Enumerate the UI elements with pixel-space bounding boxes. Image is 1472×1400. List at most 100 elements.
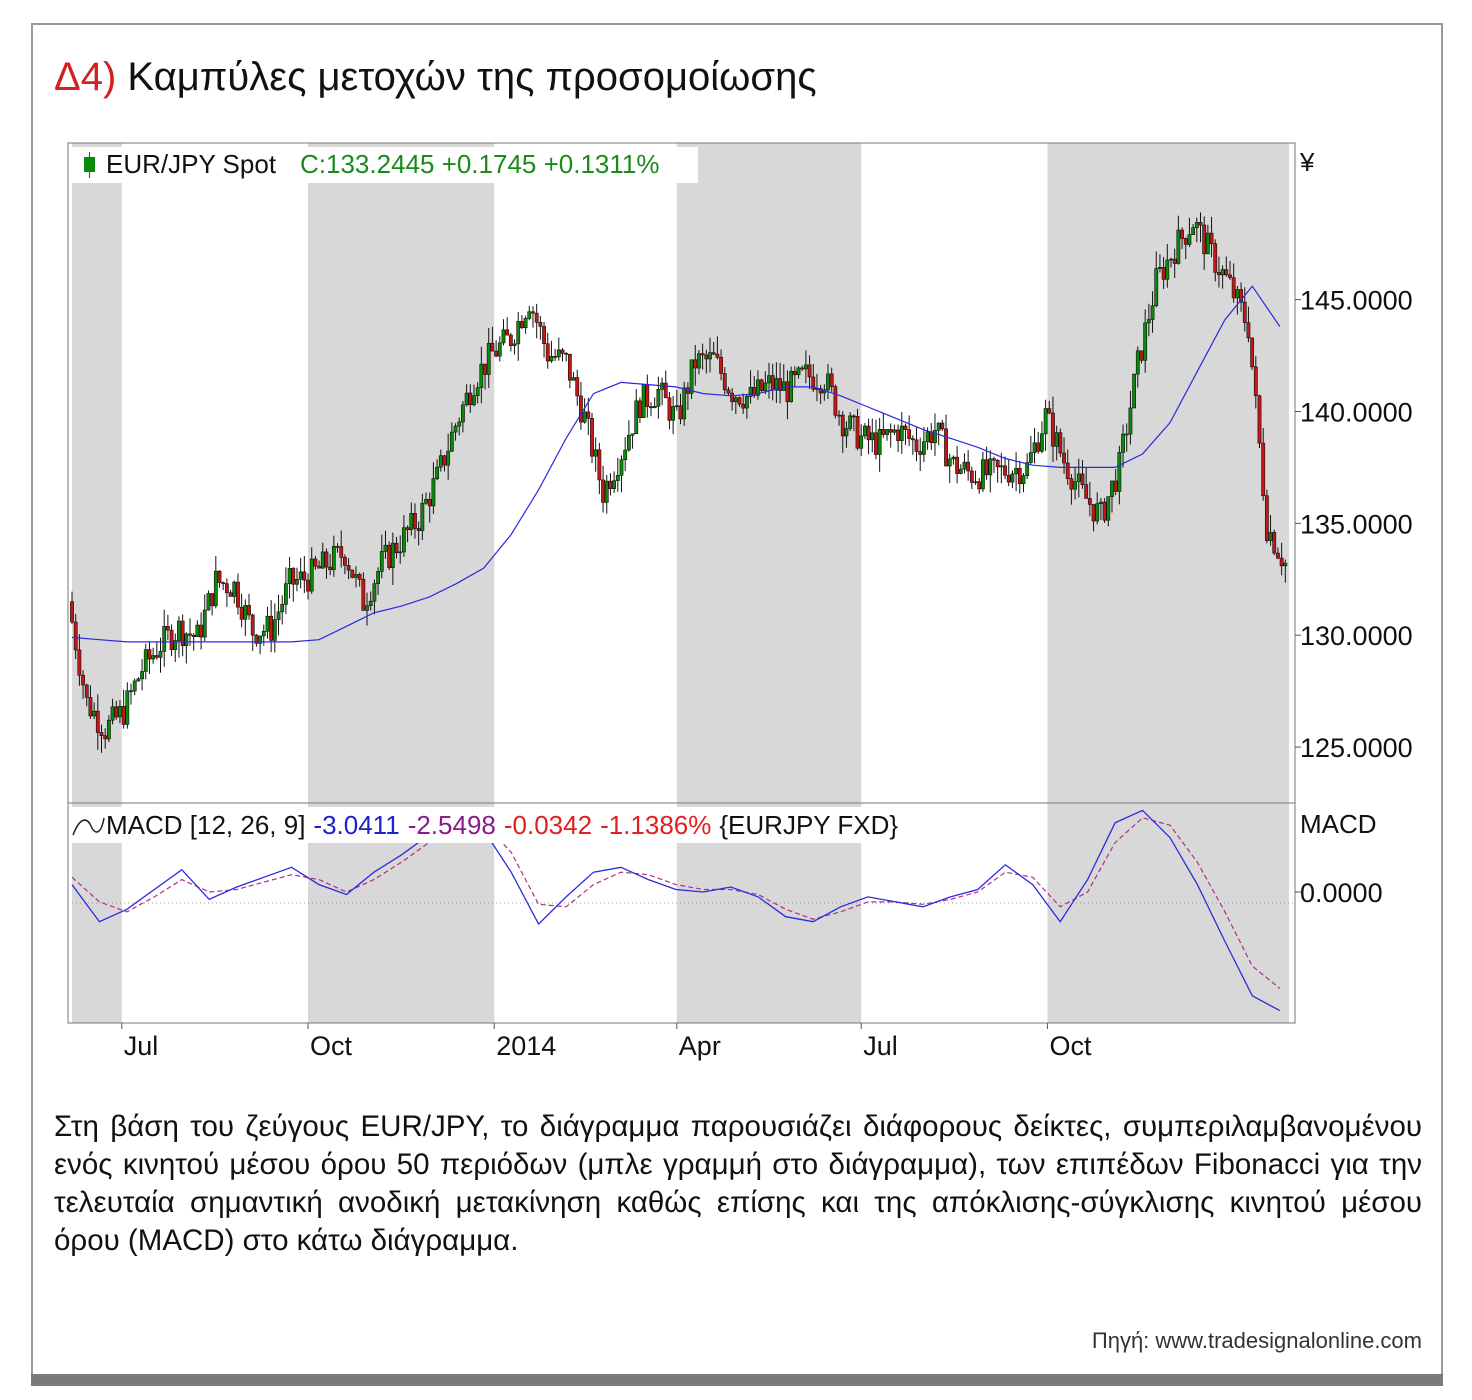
candle-body-185 — [752, 387, 757, 396]
candle-body-305 — [1194, 222, 1199, 229]
candle-body-107 — [464, 392, 469, 406]
candle-body-201 — [811, 376, 816, 390]
candle-body-310 — [1213, 243, 1218, 273]
candle-body-25 — [162, 626, 167, 652]
candle-body-238 — [947, 458, 952, 467]
candle-body-237 — [944, 428, 948, 467]
figure-caption: Στη βάση του ζεύγους EUR/JPY, το διάγραμ… — [54, 1110, 1422, 1257]
source-credit: Πηγή: www.tradesignalonline.com — [1091, 1328, 1422, 1353]
candle-body-111 — [479, 363, 484, 388]
candle-body-213 — [855, 416, 860, 449]
candle-body-219 — [877, 429, 882, 455]
candle-body-254 — [1006, 474, 1011, 483]
candle-body-242 — [962, 461, 967, 470]
candle-body-121 — [516, 321, 521, 345]
candle-body-33 — [191, 634, 196, 637]
candle-body-74 — [343, 556, 347, 566]
candle-body-231 — [921, 441, 926, 455]
candle-body-136 — [571, 377, 576, 381]
candle-body-168 — [689, 359, 694, 394]
candle-body-291 — [1143, 322, 1148, 361]
candle-body-69 — [324, 551, 329, 568]
macd-axis: 0.0000 — [1295, 878, 1383, 908]
candle-body-285 — [1121, 433, 1125, 453]
candle-body-288 — [1132, 373, 1137, 409]
candle-body-41 — [221, 582, 226, 584]
candle-body-178 — [726, 389, 731, 394]
macd-legend-symbol: {EURJPY FXD} — [719, 810, 898, 840]
figure-number: Δ4) — [54, 55, 117, 99]
candle-body-114 — [490, 342, 495, 352]
candle-body-106 — [461, 404, 465, 423]
price-tick-label-0: 145.0000 — [1300, 286, 1413, 316]
candle-body-162 — [667, 397, 672, 421]
candle-body-49 — [250, 614, 255, 636]
candle-body-283 — [1113, 480, 1118, 492]
macd-wave-icon — [72, 817, 105, 836]
x-tick-label-3: Apr — [679, 1031, 721, 1061]
candle-body-81 — [368, 600, 373, 607]
candle-body-294 — [1154, 268, 1159, 307]
candle-body-263 — [1040, 433, 1044, 452]
candle-body-56 — [276, 611, 281, 620]
candle-body-120 — [512, 343, 517, 346]
candle-body-94 — [416, 528, 421, 531]
candle-body-128 — [542, 326, 546, 344]
candle-body-20 — [143, 649, 148, 672]
macd-legend-value-3: -0.0342 — [504, 810, 592, 840]
eurjpy-chart: 145.0000 140.0000 135.0000 130.0000 125.0000… — [67, 142, 1413, 1061]
candle-body-232 — [925, 431, 930, 443]
candle-body-307 — [1202, 224, 1207, 255]
candle-body-198 — [800, 367, 805, 370]
candle-body-26 — [165, 626, 170, 631]
macd-line — [71, 809, 1281, 1012]
candle-body-40 — [217, 570, 222, 583]
candle-body-273 — [1076, 473, 1081, 482]
candle-body-68 — [320, 551, 325, 569]
candle-body-45 — [236, 581, 240, 608]
macd-signal-line — [71, 817, 1281, 989]
candle-body-179 — [730, 392, 735, 403]
candle-body-282 — [1110, 480, 1114, 497]
candle-body-65 — [309, 558, 314, 592]
candle-body-236 — [940, 422, 945, 430]
candle-body-157 — [649, 406, 653, 409]
candle-body-218 — [874, 432, 878, 455]
candle-body-105 — [457, 421, 462, 427]
candle-body-248 — [984, 459, 989, 476]
macd-legend-text: MACD [12, 26, 9] -3.0411 -2.5498 -0.0342 -1.… — [106, 810, 898, 840]
candle-body-239 — [951, 456, 956, 460]
candle-body-298 — [1169, 258, 1173, 261]
candle-body-3 — [81, 674, 85, 686]
candle-body-265 — [1047, 408, 1052, 414]
candle-body-309 — [1209, 232, 1214, 245]
candle-body-325 — [1268, 532, 1273, 541]
candle-body-210 — [844, 428, 849, 437]
x-tick-label-0: Jul — [124, 1031, 159, 1061]
candle-body-139 — [582, 411, 587, 423]
candle-body-29 — [177, 620, 181, 641]
candle-body-79 — [361, 578, 366, 611]
candle-body-164 — [674, 405, 679, 408]
candle-body-158 — [652, 406, 657, 409]
macd-shade-band-3 — [1047, 803, 1289, 1023]
candle-body-109 — [472, 395, 476, 406]
candle-body-279 — [1099, 501, 1103, 504]
candle-body-15 — [125, 690, 130, 725]
candle-body-208 — [837, 414, 841, 417]
x-tick-label-2: 2014 — [496, 1031, 556, 1061]
candle-body-252 — [999, 465, 1004, 468]
candle-body-259 — [1025, 462, 1030, 476]
candle-body-260 — [1028, 452, 1033, 463]
candle-body-93 — [413, 513, 417, 529]
candle-body-180 — [733, 397, 738, 403]
candle-body-72 — [335, 546, 340, 548]
macd-panel-border — [67, 802, 1296, 1024]
candle-body-243 — [966, 461, 971, 472]
candle-body-191 — [774, 378, 779, 391]
price-shade-band-1 — [308, 143, 495, 803]
candle-body-199 — [803, 364, 808, 370]
candle-body-247 — [981, 459, 985, 490]
candle-body-302 — [1183, 238, 1188, 245]
candle-body-313 — [1224, 269, 1229, 276]
